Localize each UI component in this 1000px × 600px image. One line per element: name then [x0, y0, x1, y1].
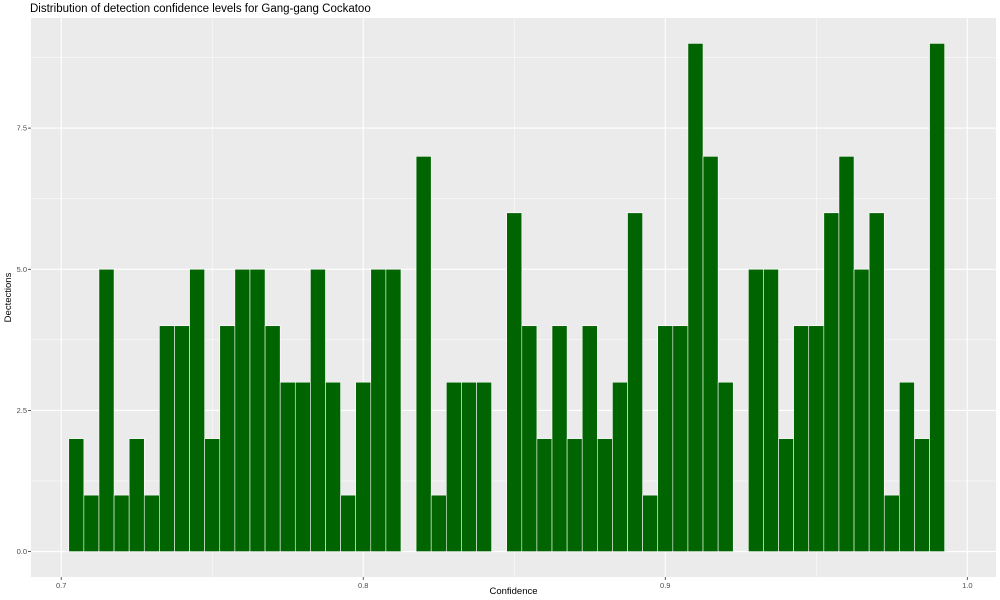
histogram-bar	[415, 156, 432, 552]
histogram-bar	[642, 494, 659, 552]
y-axis-title: Dectections	[3, 272, 14, 322]
histogram-bar	[672, 325, 689, 552]
histogram-bar	[763, 268, 779, 552]
histogram-bar	[687, 43, 704, 552]
histogram-bar	[113, 494, 130, 552]
histogram-bar	[264, 325, 281, 552]
histogram-bar	[279, 381, 296, 552]
histogram-bar	[748, 268, 764, 552]
histogram-bar	[98, 268, 115, 552]
histogram-bar	[853, 268, 870, 552]
x-axis-title: Confidence	[489, 586, 537, 597]
chart-title: Distribution of detection confidence lev…	[30, 3, 371, 15]
histogram-bar	[128, 438, 145, 552]
histogram-bar	[506, 212, 523, 552]
y-tick-label: 2.5	[17, 406, 27, 415]
histogram-bar	[657, 325, 674, 552]
histogram-bar	[929, 43, 945, 552]
y-tick-label: 7.5	[17, 124, 27, 133]
y-tick-label: 5.0	[17, 265, 27, 274]
histogram-bar	[838, 156, 855, 552]
histogram-bar	[476, 381, 492, 552]
histogram-bar	[159, 325, 175, 552]
histogram-bar	[551, 325, 568, 552]
histogram-bar	[340, 494, 356, 552]
histogram-bar	[461, 381, 477, 552]
histogram-bar	[68, 438, 85, 552]
histogram-bar	[445, 381, 462, 552]
x-tick-label: 0.9	[660, 581, 670, 590]
histogram-bar	[536, 438, 553, 552]
histogram-bar	[717, 381, 734, 552]
bars	[68, 43, 945, 552]
histogram-bar	[702, 156, 719, 552]
histogram-bar	[310, 268, 326, 552]
x-tick-label: 1.0	[962, 581, 972, 590]
histogram-bar	[355, 381, 372, 552]
x-axis-ticks: 0.7 0.8 0.9 1.0	[56, 577, 973, 590]
histogram-bar	[808, 325, 825, 552]
histogram-bar	[899, 381, 915, 552]
histogram-bar	[174, 325, 190, 552]
histogram-bar	[370, 268, 387, 552]
histogram-bar	[430, 494, 447, 552]
histogram-bar	[793, 325, 810, 552]
histogram-bar	[204, 438, 221, 552]
x-tick-label: 0.8	[358, 581, 368, 590]
histogram-bar	[883, 494, 900, 552]
histogram-bar	[249, 268, 266, 552]
histogram-bar	[581, 325, 598, 552]
histogram-bar	[385, 268, 402, 552]
histogram-bar	[597, 438, 613, 552]
histogram-bar	[234, 268, 251, 552]
histogram-bar	[778, 438, 794, 552]
histogram-bar	[325, 381, 341, 552]
histogram-bar	[612, 381, 628, 552]
histogram-bar	[83, 494, 100, 552]
y-axis-ticks: 0.0 2.5 5.0 7.5	[17, 124, 31, 556]
histogram-bar	[219, 325, 236, 552]
histogram-bar	[914, 438, 930, 552]
histogram-bar	[823, 212, 840, 552]
x-tick-label: 0.7	[56, 581, 66, 590]
histogram-bar	[521, 325, 538, 552]
histogram-bar	[566, 438, 583, 552]
histogram-bar	[294, 381, 311, 552]
histogram-bar	[868, 212, 885, 552]
y-tick-label: 0.0	[17, 547, 27, 556]
histogram-bar	[627, 212, 643, 552]
histogram-bar	[143, 494, 160, 552]
histogram-bar	[189, 268, 205, 552]
